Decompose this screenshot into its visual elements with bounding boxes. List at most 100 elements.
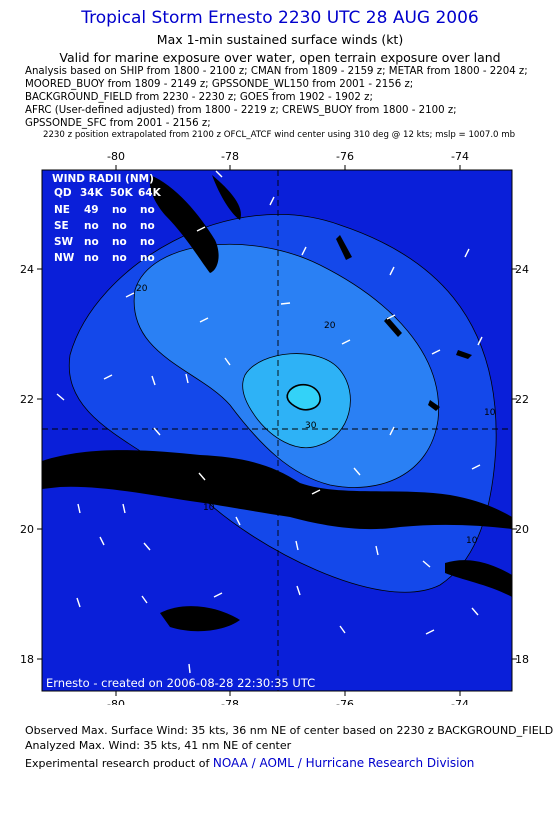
- wind-barb: [425, 629, 435, 635]
- source-line: BACKGROUND_FIELD from 2230 - 2230 z; GOE…: [25, 92, 373, 103]
- contour-label: 20: [136, 284, 148, 294]
- tick-marks: [37, 165, 517, 696]
- storm-center-crosshair: [42, 170, 512, 691]
- wind-barb: [301, 246, 307, 256]
- wind-barb: [471, 607, 479, 616]
- lon-tick-label: -74: [451, 150, 469, 163]
- lon-tick-label: -74: [451, 698, 469, 705]
- source-line: GPSSONDE_SFC from 2001 - 2156 z;: [25, 118, 211, 129]
- wind-barb: [99, 536, 105, 546]
- wind-radii-table: WIND RADII (NM) QD 34K 50K 64K NE 49 no …: [52, 173, 162, 264]
- wind-barb: [235, 516, 241, 526]
- longitude-labels-top: -80 -78 -76 -74: [107, 150, 469, 163]
- wind-barb: [311, 489, 321, 495]
- wind-barb: [389, 266, 395, 276]
- lon-tick-label: -78: [221, 150, 239, 163]
- hrd-link[interactable]: NOAA / AOML / Hurricane Research Divisio…: [212, 756, 475, 770]
- wind-barb: [339, 625, 346, 634]
- position-note: 2230 z position extrapolated from 2100 z…: [43, 130, 516, 140]
- wind-barbs: [56, 170, 483, 674]
- jamaica: [160, 606, 240, 632]
- wind-radii-cell: no: [112, 236, 127, 248]
- bahamas-island: [212, 175, 241, 220]
- lon-tick-label: -76: [336, 150, 354, 163]
- wind-barb: [188, 663, 191, 674]
- wind-radii-cell: NW: [54, 252, 75, 264]
- wind-radii-cell: no: [84, 220, 99, 232]
- wind-barb: [296, 585, 301, 596]
- andros-island: [149, 175, 219, 273]
- wind-radii-header: 64K: [138, 187, 162, 199]
- lat-tick-label: 24: [515, 263, 529, 276]
- lat-tick-label: 22: [515, 393, 529, 406]
- lon-tick-label: -78: [221, 698, 239, 705]
- wind-radii-cell: no: [84, 252, 99, 264]
- wind-radii-header: 50K: [110, 187, 134, 199]
- wind-barb: [213, 592, 223, 598]
- wind-barb: [341, 339, 351, 345]
- bahamas-island: [428, 400, 440, 411]
- contour-labels: 20 20 30 10 10 10: [136, 284, 496, 546]
- wind-radii-header: QD: [54, 187, 72, 199]
- wind-barb: [280, 302, 291, 305]
- lat-tick-label: 20: [20, 523, 34, 536]
- wind-barb: [198, 472, 206, 481]
- wind-barb: [56, 393, 65, 401]
- contour-label: 10: [484, 408, 496, 418]
- hispaniola: [445, 560, 512, 597]
- wind-barb: [122, 503, 126, 514]
- wind-radii-title: WIND RADII (NM): [52, 173, 154, 185]
- wind-core: [287, 384, 321, 410]
- wind-barb: [224, 357, 231, 366]
- lon-tick-label: -80: [107, 150, 125, 163]
- wind-barb: [125, 292, 135, 298]
- wind-barb: [215, 170, 223, 178]
- wind-analysis-map: 20 20 30 10 10 10 WIND RADII (NM) QD 34K…: [20, 150, 529, 705]
- cuba: [42, 450, 512, 530]
- wind-barb: [431, 349, 441, 355]
- wind-barb: [422, 560, 431, 568]
- lat-tick-label: 22: [20, 393, 34, 406]
- lat-tick-label: 18: [515, 653, 529, 666]
- wind-barb: [269, 196, 275, 206]
- wind-barb: [353, 467, 361, 476]
- wind-barb: [103, 374, 113, 380]
- wind-radii-cell: NE: [54, 204, 70, 216]
- latitude-labels-right: 24 22 20 18: [515, 263, 529, 666]
- wind-barb: [464, 248, 470, 258]
- longitude-labels-bottom: -80 -78 -76 -74: [107, 698, 469, 705]
- wind-barb: [76, 597, 81, 608]
- contour-label: 20: [324, 321, 336, 331]
- bahamas-island: [384, 317, 402, 337]
- wind-radii-header: 34K: [80, 187, 104, 199]
- contour-label: 30: [305, 421, 317, 431]
- wind-radii-cell: no: [140, 252, 155, 264]
- source-line: AFRC (User-defined adjusted) from 1800 -…: [25, 105, 457, 116]
- wind-barb: [141, 595, 148, 604]
- contour-label: 10: [203, 503, 215, 513]
- wind-radii-cell: no: [140, 220, 155, 232]
- wind-barb: [471, 464, 481, 470]
- wind-barb: [185, 373, 189, 384]
- wind-radii-cell: no: [112, 220, 127, 232]
- wind-radii-cell: 49: [84, 204, 99, 216]
- map-credit: Ernesto - created on 2006-08-28 22:30:35…: [46, 676, 315, 690]
- wind-radii-cell: no: [112, 204, 127, 216]
- wind-barb: [477, 336, 483, 346]
- wind-barb: [77, 503, 81, 514]
- wind-barb: [295, 540, 299, 551]
- source-line: MOORED_BUOY from 1809 - 2149 z; GPSSONDE…: [25, 79, 414, 90]
- wind-radii-cell: no: [140, 236, 155, 248]
- map-subtitle: Max 1-min sustained surface winds (kt): [156, 32, 404, 47]
- wind-barb: [389, 426, 395, 436]
- bahamas-island: [456, 350, 472, 359]
- wind-radii-cell: no: [112, 252, 127, 264]
- wind-radii-cell: SW: [54, 236, 74, 248]
- wind-radii-cell: no: [84, 236, 99, 248]
- research-credit: Experimental research product of NOAA / …: [25, 756, 474, 770]
- contour-label: 10: [466, 536, 478, 546]
- bahamas-island: [336, 235, 352, 260]
- wind-radii-cell: SE: [54, 220, 69, 232]
- wind-radii-cell: no: [140, 204, 155, 216]
- analyzed-max-wind: Analyzed Max. Wind: 35 kts, 41 nm NE of …: [25, 739, 292, 752]
